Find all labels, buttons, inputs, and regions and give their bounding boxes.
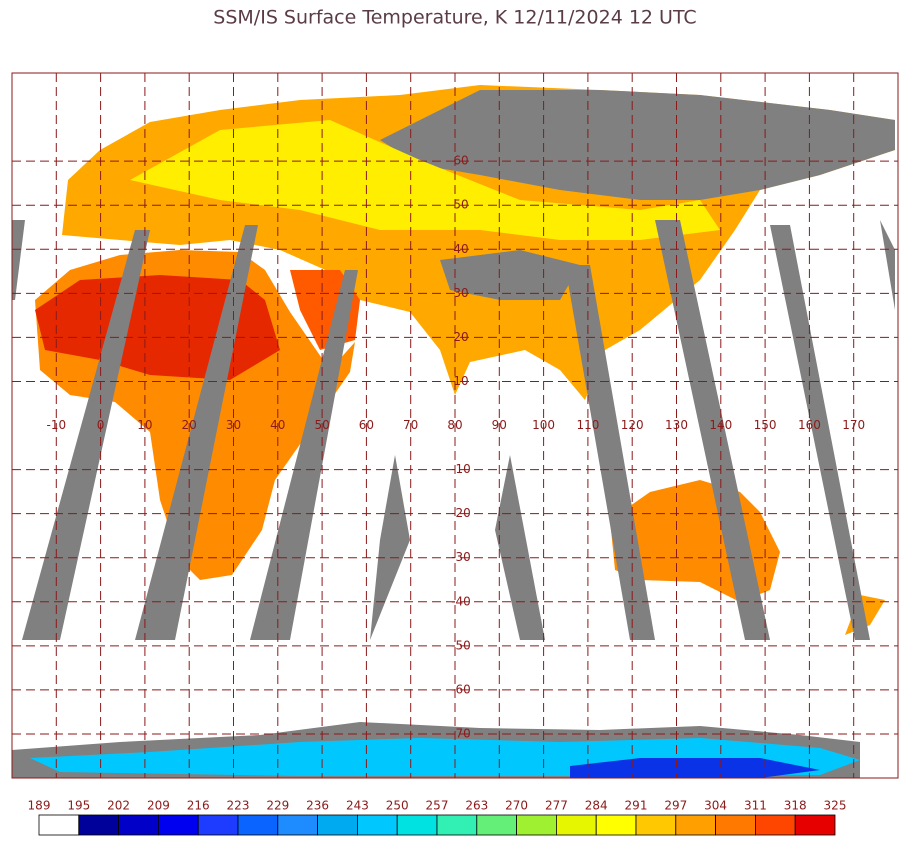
swath — [770, 225, 870, 640]
colorbar-label: 243 — [346, 799, 369, 813]
colorbar-label: 209 — [147, 799, 170, 813]
lon-label: -10 — [46, 418, 66, 432]
colorbar-label: 277 — [545, 799, 568, 813]
lon-label: 80 — [447, 418, 462, 432]
lon-label: 110 — [576, 418, 599, 432]
colorbar-box — [38, 814, 80, 836]
colorbar-label: 291 — [625, 799, 648, 813]
colorbar-label: 229 — [266, 799, 289, 813]
lon-label: 160 — [798, 418, 821, 432]
colorbar-label: 216 — [187, 799, 210, 813]
swath — [370, 455, 410, 640]
colorbar-box — [635, 814, 677, 836]
lat-label: 10 — [453, 374, 468, 388]
colorbar-label: 250 — [386, 799, 409, 813]
lat-label: -20 — [451, 506, 471, 520]
land-tibet-gray — [440, 250, 580, 300]
map-frame — [11, 72, 899, 779]
colorbar-label: 195 — [67, 799, 90, 813]
colorbar-box — [436, 814, 478, 836]
colorbar-label: 202 — [107, 799, 130, 813]
colorbar-box — [476, 814, 517, 836]
colorbar-box — [237, 814, 279, 836]
swath — [135, 225, 258, 640]
colorbar-label: 263 — [465, 799, 488, 813]
colorbar-box — [516, 814, 557, 836]
lon-label: 0 — [97, 418, 105, 432]
lat-label: -50 — [451, 638, 471, 652]
colorbar-box — [78, 814, 120, 836]
swath — [12, 220, 25, 300]
lon-label: 90 — [492, 418, 507, 432]
lon-label: 120 — [621, 418, 644, 432]
lat-label: 30 — [453, 286, 468, 300]
lon-label: 100 — [532, 418, 555, 432]
colorbar-box — [715, 814, 756, 836]
colorbar-label: 189 — [28, 799, 51, 813]
lon-label: 60 — [359, 418, 374, 432]
colorbar-label: 257 — [426, 799, 449, 813]
colorbar-label: 236 — [306, 799, 329, 813]
lon-label: 20 — [182, 418, 197, 432]
swath — [495, 455, 545, 640]
land-north-gray — [380, 90, 895, 200]
lon-label: 150 — [754, 418, 777, 432]
map: -10 0 10 20 30 40 50 60 70 80 90 100 110 120 130 140 150… — [11, 72, 899, 779]
colorbar-label: 223 — [227, 799, 250, 813]
colorbar-label: 325 — [824, 799, 847, 813]
lon-label: 170 — [842, 418, 865, 432]
lon-label: 40 — [270, 418, 285, 432]
colorbar-label: 297 — [664, 799, 687, 813]
colorbar-box — [118, 814, 159, 836]
colorbar-label: 304 — [704, 799, 727, 813]
colorbar-label: 270 — [505, 799, 528, 813]
swath — [880, 220, 895, 310]
lat-label: -60 — [451, 682, 471, 696]
lat-label: 20 — [453, 330, 468, 344]
colorbar-box — [794, 814, 836, 836]
swath — [22, 230, 150, 640]
lat-label: 40 — [453, 242, 468, 256]
graticule: -10 0 10 20 30 40 50 60 70 80 90 100 110 120 130 140 150… — [12, 73, 898, 778]
colorbar-box — [595, 814, 637, 836]
lon-label: 10 — [137, 418, 152, 432]
colorbar-box — [356, 814, 398, 836]
colorbar-box — [396, 814, 438, 836]
swath — [655, 220, 770, 640]
swath-gaps — [12, 220, 895, 640]
colorbar-box — [317, 814, 358, 836]
lon-label: 140 — [709, 418, 732, 432]
colorbar-label: 284 — [585, 799, 608, 813]
lon-label: 30 — [226, 418, 241, 432]
lat-label: -30 — [451, 550, 471, 564]
lon-label: 130 — [665, 418, 688, 432]
colorbar-box — [277, 814, 318, 836]
colorbar-box — [197, 814, 239, 836]
colorbar: 189 195 202 209 216 223 229 236 243 250 257 263 270 2… — [28, 799, 847, 836]
colorbar-box — [755, 814, 796, 836]
swath — [250, 270, 358, 640]
colorbar-label: 318 — [784, 799, 807, 813]
lat-label: -10 — [451, 462, 471, 476]
colorbar-box — [556, 814, 597, 836]
lat-label: -70 — [451, 726, 471, 740]
colorbar-box — [157, 814, 199, 836]
lon-label: 50 — [314, 418, 329, 432]
lat-label: 60 — [453, 154, 468, 168]
colorbar-box — [675, 814, 716, 836]
title: SSM/IS Surface Temperature, K 12/11/2024… — [213, 7, 696, 29]
lat-label: 50 — [453, 198, 468, 212]
lat-label: -40 — [451, 594, 471, 608]
colorbar-label: 311 — [744, 799, 767, 813]
lon-label: 70 — [403, 418, 418, 432]
